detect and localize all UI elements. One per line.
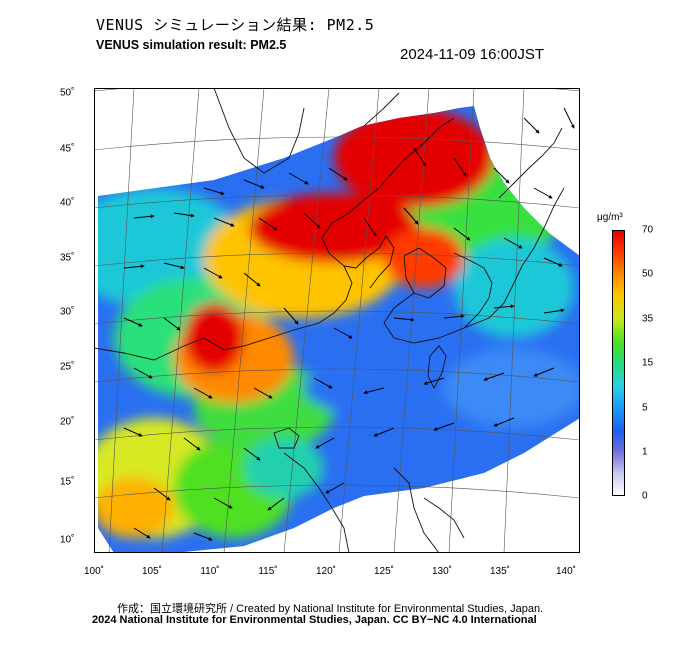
lon-tick-105: 105˚	[141, 566, 163, 577]
lat-tick-50: 50˚	[60, 87, 75, 99]
lat-tick-20: 20˚	[60, 416, 75, 428]
colorbar-label-50: 50	[642, 268, 654, 280]
lat-tick-10: 10˚	[60, 534, 75, 546]
coastlines	[94, 88, 565, 553]
lon-tick-120: 120˚	[315, 566, 337, 577]
lon-tick-135: 135˚	[489, 566, 511, 577]
credit-line-1: 作成：国立環境研究所 / Created by National Institu…	[117, 603, 544, 615]
colorbar-label-5: 5	[642, 402, 648, 414]
title-japanese: VENUS シミュレーション結果: PM2.5	[96, 16, 375, 34]
colorbar-unit: μg/m³	[597, 212, 623, 223]
colorbar	[612, 230, 625, 496]
wind-vectors	[123, 107, 575, 541]
lon-tick-115: 115˚	[258, 566, 278, 577]
lat-tick-40: 40˚	[60, 197, 75, 209]
colorbar-label-1: 1	[642, 446, 648, 458]
lat-tick-25: 25˚	[60, 361, 75, 373]
colorbar-label-70: 70	[642, 224, 654, 236]
lon-tick-100: 100˚	[83, 566, 105, 577]
lon-tick-130: 130˚	[431, 566, 453, 577]
timestamp: 2024-11-09 16:00JST	[400, 46, 544, 63]
lat-tick-15: 15˚	[60, 476, 75, 488]
lat-tick-45: 45˚	[60, 143, 75, 155]
lat-tick-35: 35˚	[60, 252, 75, 264]
lat-tick-30: 30˚	[60, 306, 75, 318]
lon-tick-125: 125˚	[373, 566, 395, 577]
colorbar-label-35: 35	[642, 313, 654, 325]
title-english: VENUS simulation result: PM2.5	[96, 38, 287, 52]
colorbar-label-0: 0	[642, 490, 648, 502]
lon-tick-110: 110˚	[200, 566, 220, 577]
map-frame	[94, 88, 580, 553]
credit-line-2: 2024 National Institute for Environmenta…	[92, 614, 537, 626]
pm25-map	[94, 88, 580, 553]
colorbar-label-15: 15	[642, 357, 654, 369]
lon-tick-140: 140˚	[555, 566, 577, 577]
